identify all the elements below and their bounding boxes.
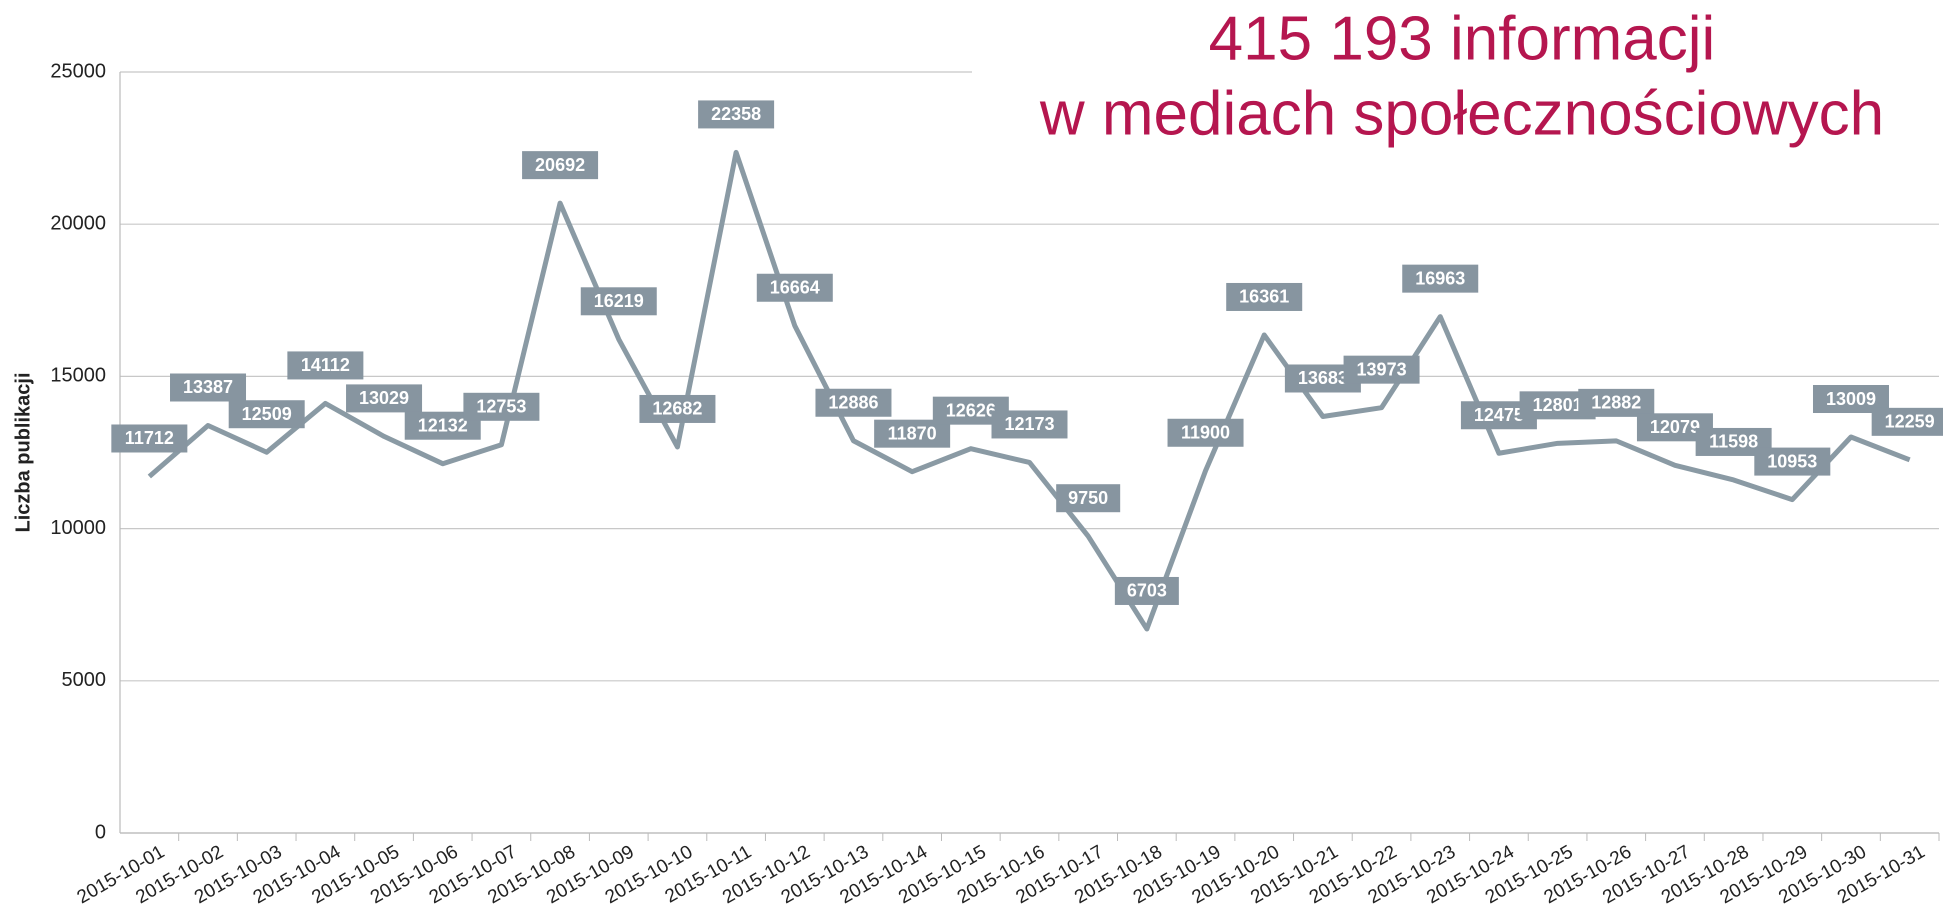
y-axis-label: Liczba publikacji (12, 372, 34, 532)
data-label-box (991, 410, 1068, 439)
data-label-box (1226, 282, 1303, 311)
data-label-text: 12475 (1474, 405, 1524, 425)
data-label-box (1343, 355, 1420, 384)
data-label-box (1056, 484, 1121, 513)
data-label-text: 12509 (242, 404, 292, 424)
data-label-box (111, 424, 188, 453)
data-label-text: 12259 (1885, 412, 1935, 432)
data-label-box (346, 384, 423, 413)
data-label-text: 10953 (1767, 451, 1817, 471)
data-label-text: 12079 (1650, 417, 1700, 437)
data-label-text: 11870 (888, 423, 937, 443)
data-label: 13029 (346, 384, 423, 413)
data-label-text: 16361 (1239, 287, 1289, 307)
data-label: 12753 (463, 392, 540, 421)
y-tick-label: 20000 (50, 212, 106, 234)
data-label-box (228, 400, 305, 429)
data-label-box (463, 392, 540, 421)
data-label-text: 12626 (946, 400, 996, 420)
data-label: 12882 (1578, 388, 1655, 417)
data-label-box (756, 273, 833, 302)
data-label: 6703 (1114, 576, 1179, 605)
data-label-text: 12682 (652, 399, 702, 419)
data-label-text: 22358 (711, 104, 761, 124)
data-label-text: 13683 (1298, 368, 1348, 388)
data-label-text: 11712 (125, 428, 174, 448)
data-label-text: 20692 (535, 155, 585, 175)
data-label-text: 6703 (1127, 581, 1167, 601)
data-label-text: 16664 (770, 277, 820, 297)
data-label-text: 13009 (1826, 389, 1876, 409)
data-label-box (639, 394, 716, 423)
data-label-text: 16219 (594, 291, 644, 311)
data-label: 12682 (639, 394, 716, 423)
data-label-box (815, 388, 892, 417)
data-label-box (1578, 388, 1655, 417)
data-label-box (170, 373, 247, 402)
data-label-box (1754, 447, 1831, 476)
data-label-box (1114, 576, 1179, 605)
data-label-text: 12173 (1004, 414, 1054, 434)
data-label-text: 9750 (1068, 488, 1108, 508)
data-label-box (698, 100, 775, 129)
data-label: 12509 (228, 400, 305, 429)
data-label: 14112 (287, 351, 364, 380)
data-label-text: 11900 (1181, 423, 1230, 443)
title-backdrop (972, 0, 1943, 160)
data-label: 16361 (1226, 282, 1303, 311)
data-label-text: 12882 (1591, 393, 1641, 413)
y-tick-label: 10000 (50, 517, 106, 539)
data-label: 22358 (698, 100, 775, 129)
y-tick-label: 15000 (50, 365, 106, 387)
data-label: 12886 (815, 388, 892, 417)
chart-title: 415 193 informacji (1209, 4, 1716, 73)
data-label: 10953 (1754, 447, 1831, 476)
data-label: 13387 (170, 373, 247, 402)
data-label: 9750 (1056, 484, 1121, 513)
data-label-box (522, 151, 599, 180)
data-label: 16963 (1402, 264, 1479, 293)
data-label-text: 13029 (359, 388, 409, 408)
data-label-box (1871, 407, 1943, 436)
data-label-box (1167, 418, 1244, 447)
data-label: 11712 (111, 424, 188, 453)
data-label-text: 14112 (301, 355, 350, 375)
data-label: 13973 (1343, 355, 1420, 384)
data-label-text: 12753 (476, 397, 526, 417)
y-tick-label: 0 (95, 821, 106, 843)
data-label-box (580, 287, 657, 316)
data-label-box (1402, 264, 1479, 293)
chart-title: w mediach społecznościowych (1039, 79, 1884, 148)
data-label-text: 12801 (1533, 395, 1583, 415)
data-label: 12259 (1871, 407, 1943, 436)
data-label-text: 11598 (1709, 432, 1758, 452)
data-label: 16219 (580, 287, 657, 316)
data-label: 12173 (991, 410, 1068, 439)
y-tick-label: 5000 (62, 669, 107, 691)
data-label-text: 16963 (1415, 268, 1465, 288)
data-label: 16664 (756, 273, 833, 302)
data-label: 12079 (1636, 413, 1713, 442)
data-line (147, 149, 1911, 632)
data-label-text: 13387 (183, 377, 233, 397)
data-label-text: 12132 (418, 415, 468, 435)
data-label-text: 12886 (828, 393, 878, 413)
data-label: 11900 (1167, 418, 1244, 447)
data-label: 20692 (522, 151, 599, 180)
y-tick-label: 25000 (50, 60, 106, 82)
data-label-text: 13973 (1357, 359, 1407, 379)
data-label-box (287, 351, 364, 380)
